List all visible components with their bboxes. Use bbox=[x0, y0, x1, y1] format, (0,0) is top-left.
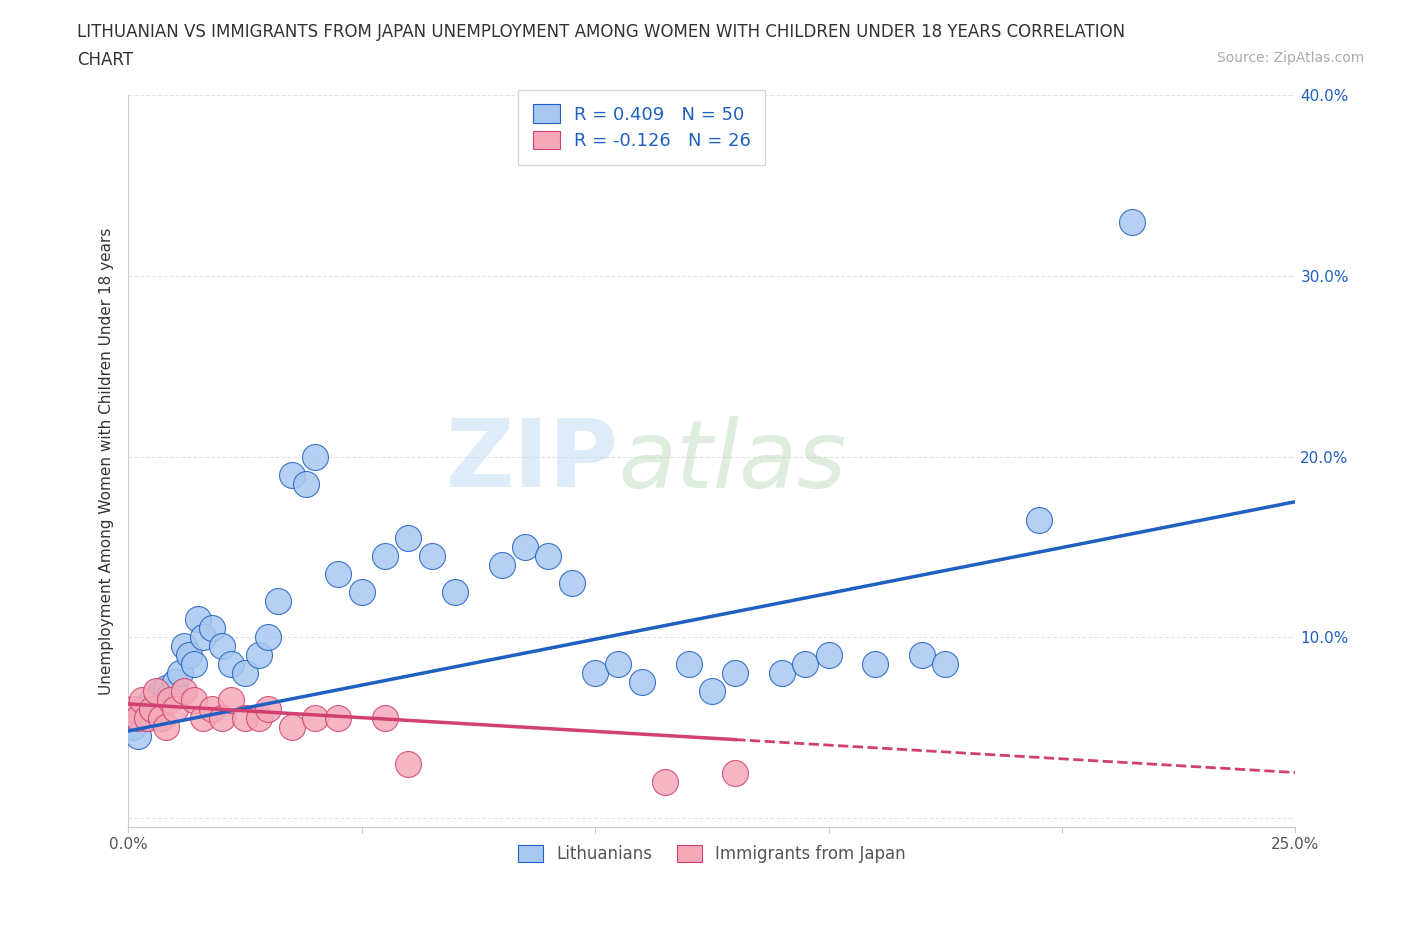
Point bbox=[191, 711, 214, 725]
Point bbox=[233, 711, 256, 725]
Point bbox=[724, 666, 747, 681]
Point bbox=[159, 693, 181, 708]
Point bbox=[1028, 512, 1050, 527]
Point bbox=[187, 612, 209, 627]
Text: CHART: CHART bbox=[77, 51, 134, 69]
Point bbox=[145, 706, 167, 721]
Point bbox=[934, 657, 956, 671]
Point bbox=[280, 467, 302, 482]
Point bbox=[219, 693, 242, 708]
Point bbox=[149, 711, 172, 725]
Point bbox=[607, 657, 630, 671]
Point bbox=[583, 666, 606, 681]
Point bbox=[770, 666, 793, 681]
Text: ZIP: ZIP bbox=[446, 415, 619, 507]
Point bbox=[183, 693, 205, 708]
Point bbox=[131, 693, 153, 708]
Point bbox=[280, 720, 302, 735]
Point bbox=[266, 593, 288, 608]
Point bbox=[177, 647, 200, 662]
Point bbox=[444, 585, 467, 600]
Point bbox=[420, 549, 443, 564]
Point bbox=[350, 585, 373, 600]
Point bbox=[211, 711, 233, 725]
Point bbox=[328, 711, 350, 725]
Point bbox=[257, 630, 280, 644]
Point bbox=[173, 684, 195, 698]
Point bbox=[304, 449, 326, 464]
Point bbox=[183, 657, 205, 671]
Point bbox=[127, 729, 149, 744]
Point bbox=[122, 720, 145, 735]
Point bbox=[135, 711, 157, 725]
Point bbox=[127, 711, 149, 725]
Point bbox=[1121, 214, 1143, 229]
Point bbox=[141, 693, 163, 708]
Point bbox=[328, 566, 350, 581]
Point bbox=[247, 711, 270, 725]
Point bbox=[122, 702, 145, 717]
Point bbox=[513, 539, 536, 554]
Point bbox=[374, 549, 396, 564]
Point bbox=[163, 675, 186, 690]
Point bbox=[155, 720, 177, 735]
Point bbox=[865, 657, 887, 671]
Point bbox=[131, 702, 153, 717]
Point bbox=[201, 620, 224, 635]
Point bbox=[561, 576, 583, 591]
Point bbox=[169, 666, 191, 681]
Point bbox=[911, 647, 934, 662]
Text: atlas: atlas bbox=[619, 416, 846, 507]
Point bbox=[191, 630, 214, 644]
Point bbox=[537, 549, 560, 564]
Point bbox=[304, 711, 326, 725]
Point bbox=[630, 675, 652, 690]
Point bbox=[219, 657, 242, 671]
Point bbox=[491, 557, 513, 572]
Point bbox=[396, 530, 419, 545]
Text: Source: ZipAtlas.com: Source: ZipAtlas.com bbox=[1216, 51, 1364, 65]
Point bbox=[163, 702, 186, 717]
Point bbox=[141, 702, 163, 717]
Text: LITHUANIAN VS IMMIGRANTS FROM JAPAN UNEMPLOYMENT AMONG WOMEN WITH CHILDREN UNDER: LITHUANIAN VS IMMIGRANTS FROM JAPAN UNEM… bbox=[77, 23, 1125, 41]
Point bbox=[155, 680, 177, 695]
Point bbox=[678, 657, 700, 671]
Point bbox=[145, 684, 167, 698]
Point bbox=[257, 702, 280, 717]
Legend: Lithuanians, Immigrants from Japan: Lithuanians, Immigrants from Japan bbox=[510, 838, 912, 870]
Point bbox=[247, 647, 270, 662]
Point bbox=[135, 711, 157, 725]
Point bbox=[396, 756, 419, 771]
Point bbox=[700, 684, 723, 698]
Point bbox=[817, 647, 839, 662]
Point bbox=[211, 639, 233, 654]
Point bbox=[724, 765, 747, 780]
Point bbox=[233, 666, 256, 681]
Point bbox=[173, 639, 195, 654]
Point bbox=[794, 657, 817, 671]
Point bbox=[149, 684, 172, 698]
Point bbox=[159, 687, 181, 702]
Point bbox=[374, 711, 396, 725]
Point bbox=[201, 702, 224, 717]
Y-axis label: Unemployment Among Women with Children Under 18 years: Unemployment Among Women with Children U… bbox=[100, 227, 114, 695]
Point bbox=[294, 476, 316, 491]
Point bbox=[654, 774, 676, 789]
